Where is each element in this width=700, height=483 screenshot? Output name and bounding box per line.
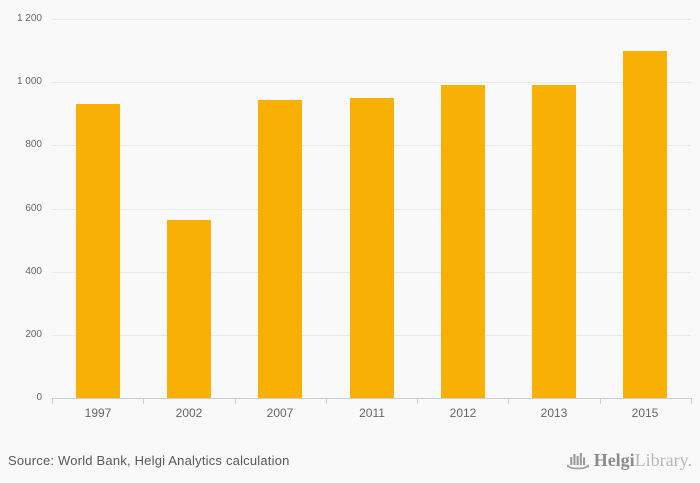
x-axis-label: 1997 bbox=[84, 406, 112, 420]
x-axis-tick bbox=[143, 399, 144, 404]
helgi-library-logo: HelgiLibrary. bbox=[566, 450, 692, 471]
y-axis-label: 1 000 bbox=[16, 76, 42, 87]
logo-text: HelgiLibrary. bbox=[594, 450, 692, 470]
x-axis-label: 2012 bbox=[449, 406, 477, 420]
x-axis-tick bbox=[600, 399, 601, 404]
x-axis-line bbox=[52, 398, 692, 399]
y-axis-label: 0 bbox=[36, 392, 42, 403]
bar-1997 bbox=[76, 104, 120, 398]
grid-line bbox=[52, 82, 691, 83]
x-axis-label: 2011 bbox=[359, 406, 385, 420]
bar-2013 bbox=[532, 85, 576, 398]
y-axis-label: 600 bbox=[25, 203, 42, 214]
x-axis-tick bbox=[326, 399, 327, 404]
chart-footer: Source: World Bank, Helgi Analytics calc… bbox=[8, 446, 692, 474]
x-axis-label: 2007 bbox=[266, 406, 294, 420]
bar-2015 bbox=[623, 51, 667, 398]
x-axis-label: 2015 bbox=[631, 406, 659, 420]
x-axis-tick bbox=[417, 399, 418, 404]
grid-line bbox=[52, 19, 691, 20]
source-text: Source: World Bank, Helgi Analytics calc… bbox=[8, 452, 290, 468]
y-axis-label: 800 bbox=[25, 139, 42, 150]
helgi-logo-icon bbox=[566, 452, 589, 469]
logo-text-library: Library. bbox=[634, 450, 692, 470]
y-axis-label: 200 bbox=[25, 329, 42, 340]
x-axis-tick bbox=[52, 399, 53, 404]
x-axis-tick bbox=[235, 399, 236, 404]
x-axis-label: 2013 bbox=[540, 406, 568, 420]
x-axis-tick bbox=[508, 399, 509, 404]
y-axis-label: 400 bbox=[25, 266, 42, 277]
x-axis-label: 2002 bbox=[175, 406, 203, 420]
bar-2012 bbox=[441, 85, 485, 398]
logo-text-helgi: Helgi bbox=[593, 450, 635, 470]
y-axis-label: 1 200 bbox=[16, 13, 42, 24]
bar-2007 bbox=[258, 100, 302, 398]
x-axis-tick bbox=[691, 399, 692, 404]
bar-2002 bbox=[167, 220, 211, 398]
bar-2011 bbox=[350, 98, 394, 398]
